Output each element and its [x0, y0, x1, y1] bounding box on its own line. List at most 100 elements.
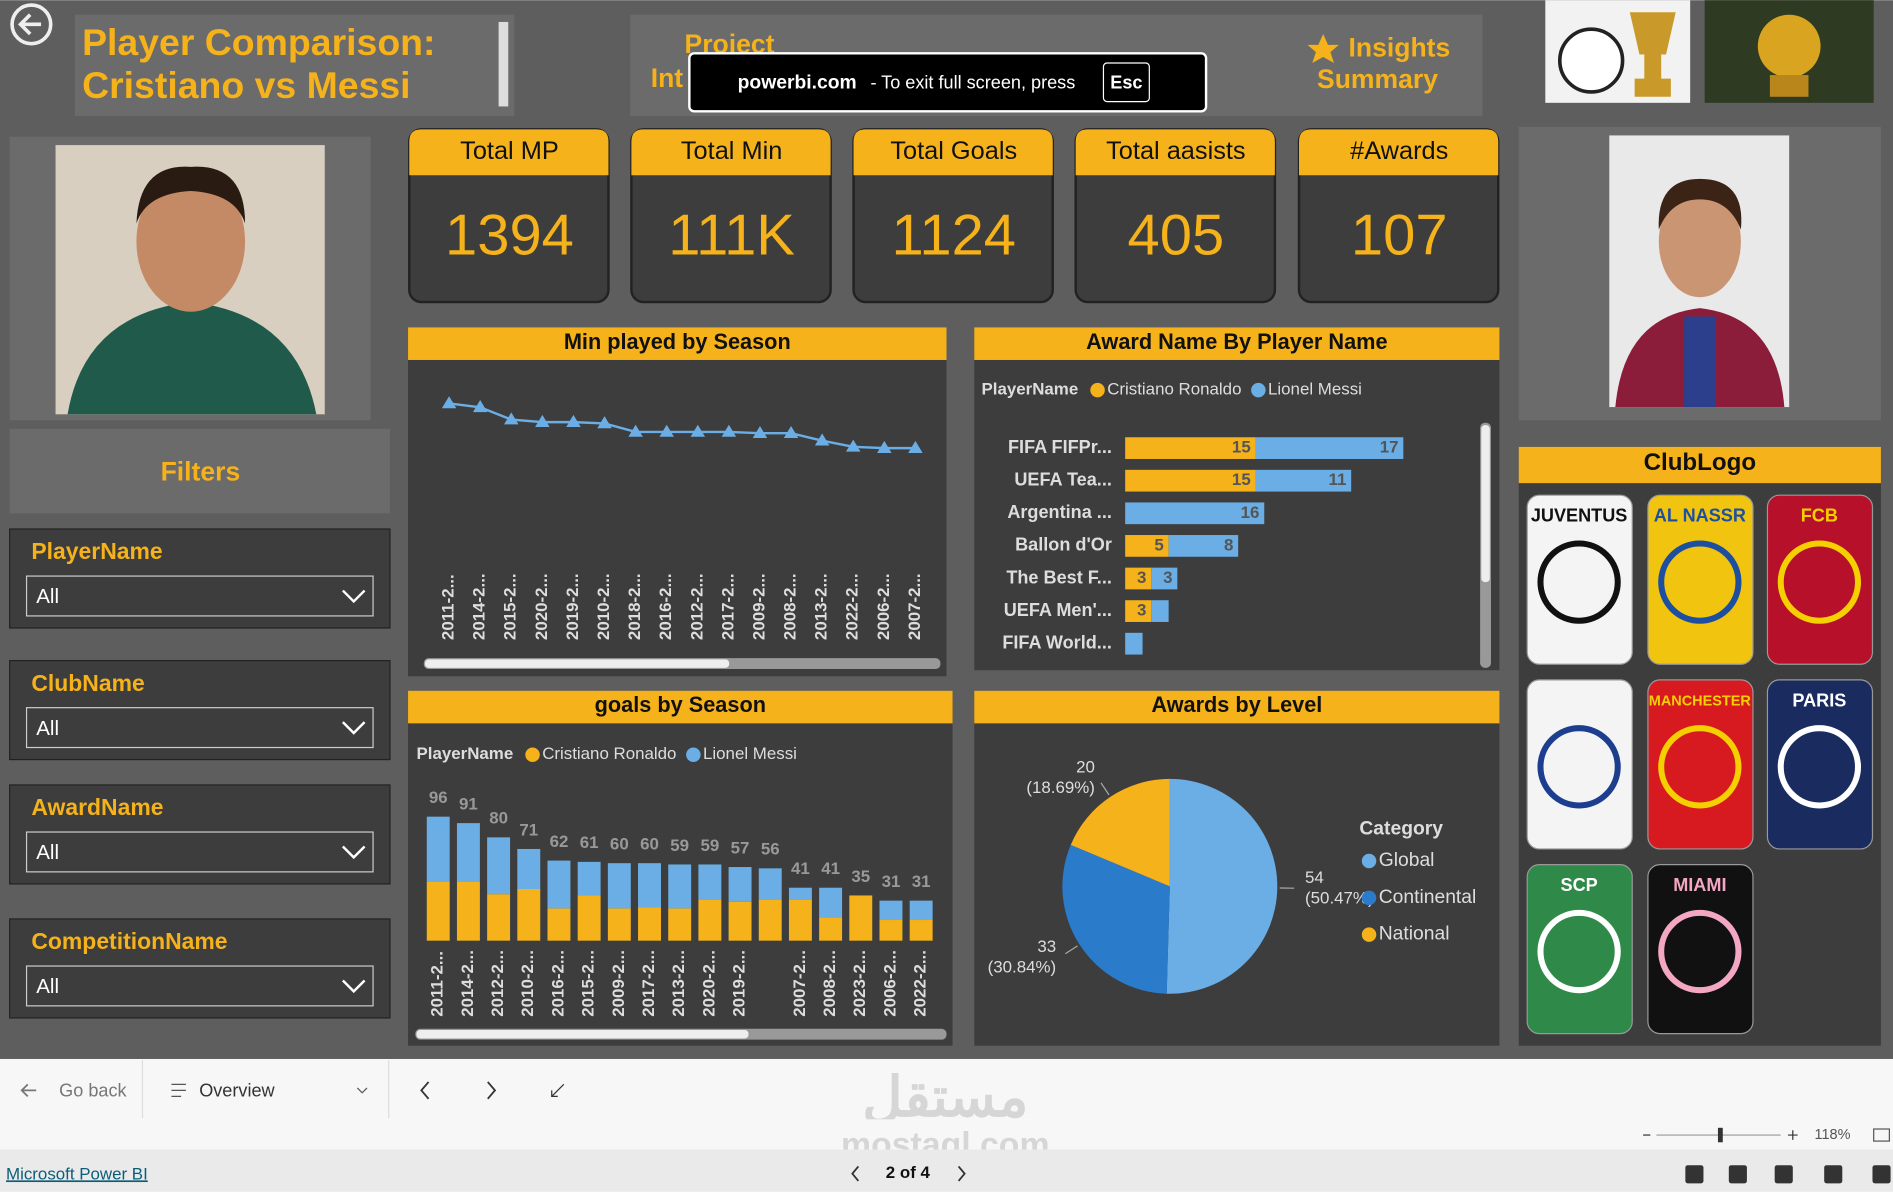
go-back[interactable]: Go back: [59, 1080, 127, 1100]
kpi-label: Total Min: [681, 137, 782, 165]
legend-marker: [525, 748, 539, 762]
kpi-label: Total MP: [460, 137, 559, 165]
x-tick-label: 2022-2...: [843, 573, 862, 640]
logo-text: PARIS: [1792, 690, 1846, 710]
kpi-value: 111K: [668, 204, 795, 268]
bar-segment: [638, 863, 661, 907]
data-label: (30.84%): [988, 957, 1057, 976]
total-label: 31: [882, 872, 901, 891]
y-tick-label: Ballon d'Or: [1015, 535, 1112, 555]
dropdown[interactable]: [27, 576, 373, 616]
x-tick-label: 2019-2...: [730, 950, 749, 1017]
scroll-thumb[interactable]: [425, 659, 729, 667]
bar-segment: [668, 908, 691, 940]
x-tick-label: 2013-2...: [669, 950, 688, 1017]
x-tick-label: 2008-2...: [781, 573, 800, 640]
bar-segment: [578, 862, 601, 896]
legend-label: Lionel Messi: [703, 744, 797, 763]
kpi-label: Total aasists: [1106, 137, 1245, 165]
y-tick-label: The Best F...: [1006, 567, 1112, 587]
brand-link[interactable]: Microsoft Power BI: [6, 1164, 148, 1183]
dropdown[interactable]: [27, 832, 373, 872]
toast-site: powerbi.com: [738, 73, 857, 94]
bar-segment: [427, 817, 450, 882]
x-tick-label: 2014-2...: [470, 573, 489, 640]
total-label: 61: [580, 833, 599, 852]
x-tick-label: 2016-2...: [548, 950, 567, 1017]
legend-marker: [1090, 383, 1104, 397]
data-label: 20: [1076, 758, 1095, 777]
total-label: 60: [610, 835, 629, 854]
legend-title: PlayerName: [982, 380, 1079, 399]
kpi-label: #Awards: [1350, 137, 1448, 165]
bar-segment: [517, 849, 540, 889]
kpi-value: 405: [1128, 204, 1225, 268]
data-label: 15: [1232, 438, 1251, 457]
bar-segment: [427, 881, 450, 940]
bar-segment: [1151, 600, 1168, 622]
bar-segment: [759, 899, 782, 940]
logo-text: AL NASSR: [1654, 506, 1746, 526]
share-icon[interactable]: [1872, 1165, 1890, 1183]
pager: 2 of 4: [886, 1163, 931, 1182]
logo-text: MANCHESTER: [1649, 693, 1752, 709]
total-label: 57: [731, 838, 750, 857]
data-label: 3: [1137, 601, 1146, 620]
x-tick-label: 2006-2...: [874, 573, 893, 640]
x-tick-label: 2011-2...: [439, 574, 458, 640]
x-tick-label: 2010-2...: [594, 573, 613, 640]
dropdown[interactable]: [27, 708, 373, 748]
legend-label: National: [1379, 924, 1450, 945]
zoom-thumb[interactable]: [1718, 1128, 1723, 1142]
logo-text: SCP: [1561, 875, 1598, 895]
logo-text: FCB: [1801, 506, 1838, 526]
bar-segment: [759, 868, 782, 899]
page-select[interactable]: Overview: [199, 1080, 275, 1100]
data-label: 8: [1224, 535, 1233, 554]
data-label: 5: [1154, 535, 1163, 554]
x-tick-label: 2007-2...: [905, 573, 924, 640]
bar-segment: [668, 864, 691, 908]
bar-segment: [698, 864, 721, 899]
y-tick-label: UEFA Men'...: [1004, 600, 1112, 620]
bar-segment: [789, 888, 812, 900]
legend-title: Category: [1359, 819, 1443, 840]
bar-segment: [910, 901, 933, 920]
x-tick-label: 2011-2...: [428, 951, 447, 1017]
total-label: 91: [459, 794, 478, 813]
bar-segment: [729, 902, 752, 941]
bar-segment: [1125, 633, 1142, 655]
x-tick-label: 2006-2...: [880, 950, 899, 1017]
dropdown[interactable]: [27, 966, 373, 1006]
data-label: 3: [1137, 568, 1146, 587]
share-icon[interactable]: [1685, 1165, 1703, 1183]
filters-title: Filters: [161, 456, 241, 486]
total-label: 96: [429, 788, 448, 807]
kpi-label: Total Goals: [890, 137, 1017, 165]
share-icon[interactable]: [1824, 1165, 1842, 1183]
nav-button: Summary: [1317, 64, 1438, 94]
scroll-thumb[interactable]: [417, 1030, 749, 1038]
bar-segment: [729, 867, 752, 902]
total-label: 35: [851, 867, 870, 886]
x-tick-label: 2022-2...: [911, 950, 930, 1017]
watermark: مستقل: [862, 1066, 1028, 1128]
nav-button: Insights: [1349, 33, 1451, 63]
bar-segment: [638, 907, 661, 941]
shirt-stripe: [1684, 317, 1715, 408]
legend-label: Global: [1379, 850, 1435, 871]
share-icon[interactable]: [1775, 1165, 1793, 1183]
total-label: 59: [700, 836, 719, 855]
title: Cristiano vs Messi: [82, 64, 410, 106]
share-icon[interactable]: [1729, 1165, 1747, 1183]
bar-segment: [789, 899, 812, 940]
legend-label: Lionel Messi: [1268, 380, 1362, 399]
scroll-thumb[interactable]: [1481, 425, 1489, 582]
bar-segment: [910, 920, 933, 941]
x-tick-label: 2007-2...: [790, 950, 809, 1017]
x-tick-label: 2023-2...: [850, 950, 869, 1017]
kpi-value: 1394: [445, 204, 574, 268]
bar-segment: [879, 901, 902, 920]
legend-title: PlayerName: [417, 744, 514, 763]
nav-button: Int: [651, 63, 684, 93]
